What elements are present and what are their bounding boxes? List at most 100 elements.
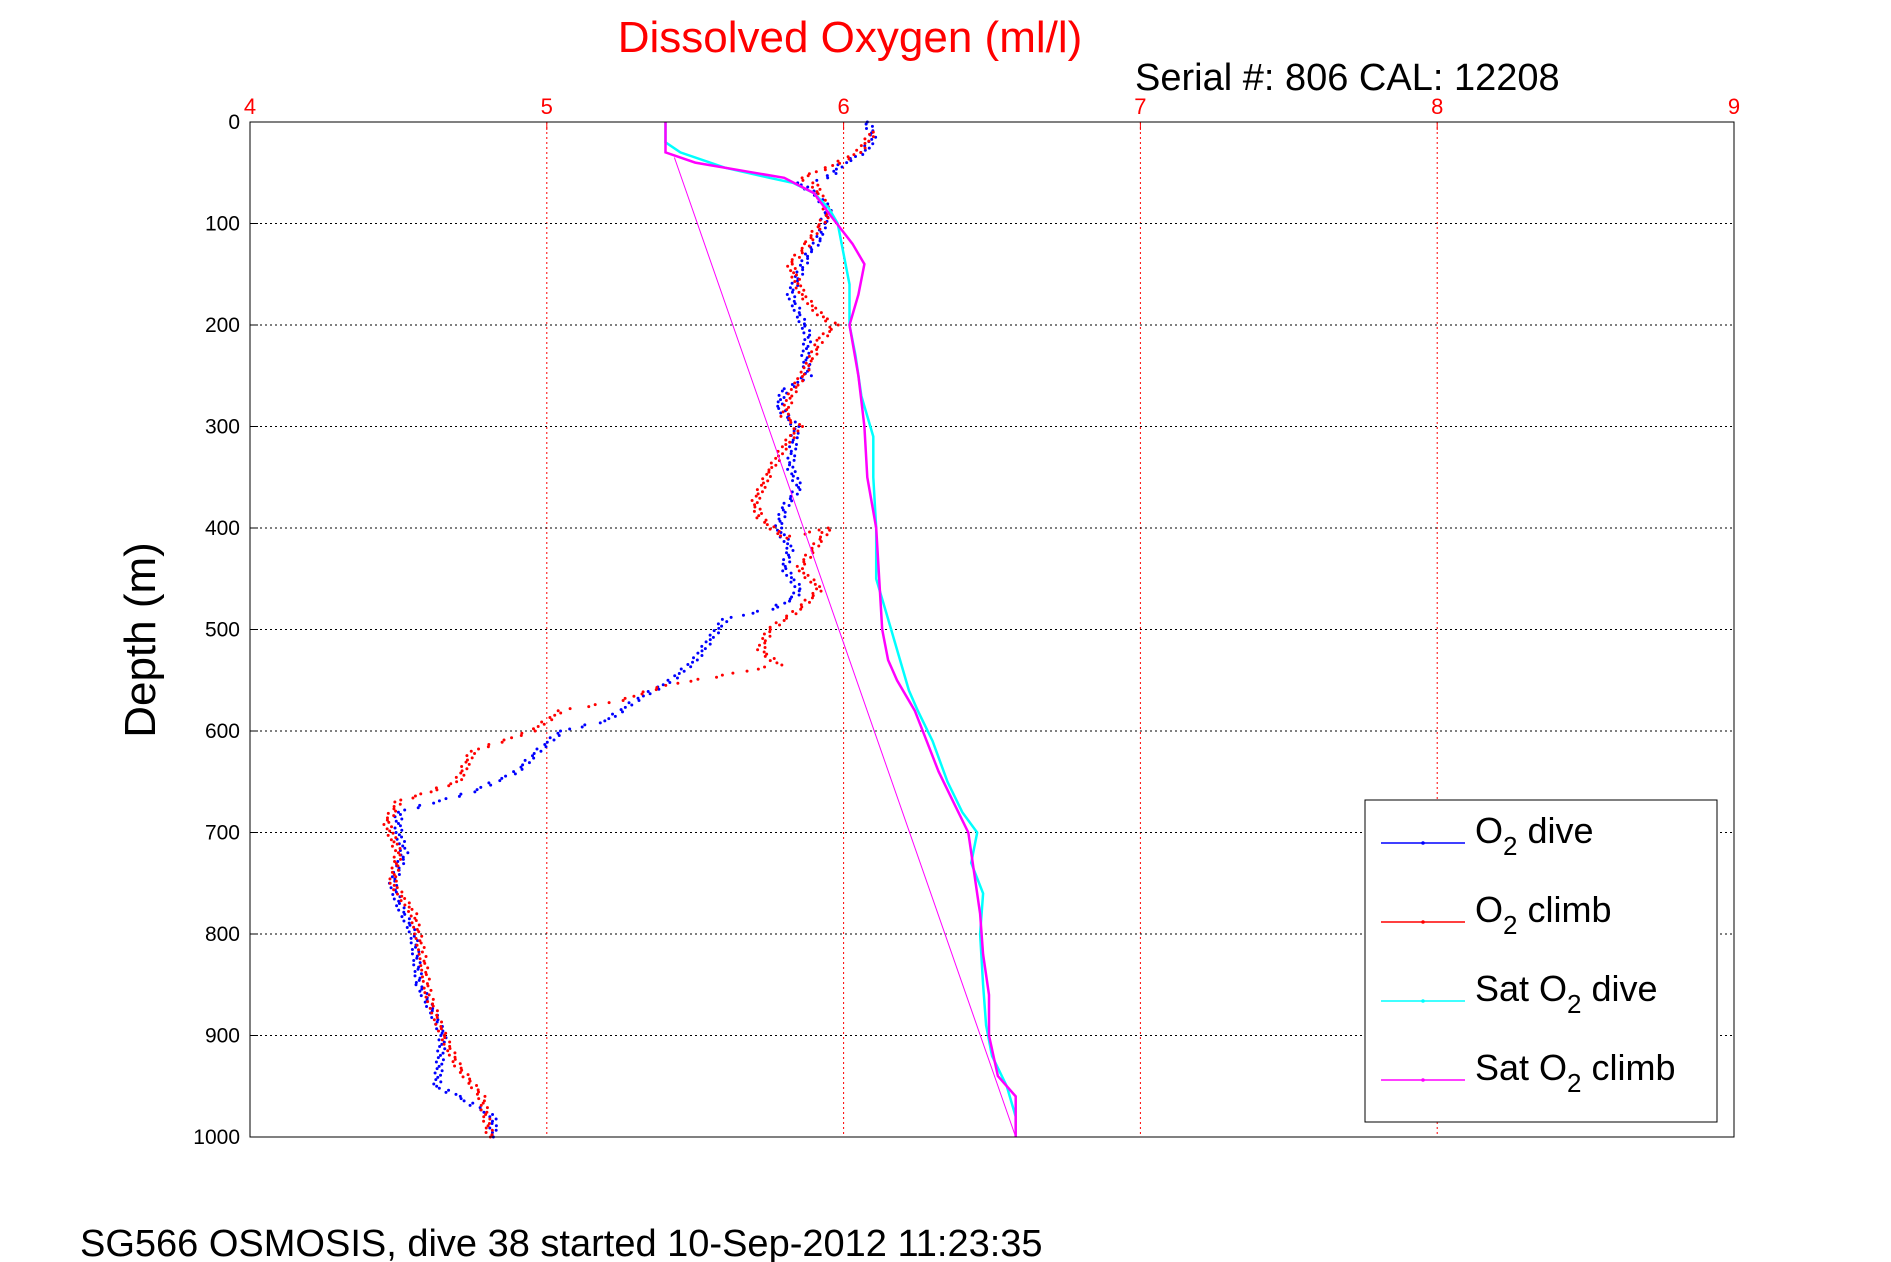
data-point <box>757 643 761 647</box>
legend-item: Sat O2 dive <box>1381 968 1658 1019</box>
data-point <box>787 555 791 559</box>
data-point <box>668 681 672 685</box>
data-point <box>781 410 785 414</box>
data-point <box>550 718 554 722</box>
data-point <box>453 1064 457 1068</box>
series-line <box>664 122 1017 1137</box>
data-point <box>459 792 463 796</box>
data-point <box>488 1126 492 1130</box>
data-point <box>804 347 808 351</box>
data-point <box>454 775 458 779</box>
data-point <box>774 463 778 467</box>
data-point <box>400 828 404 832</box>
data-point <box>833 321 837 325</box>
data-point <box>780 445 784 449</box>
data-point <box>500 740 504 744</box>
data-point <box>803 252 807 256</box>
data-point <box>791 609 795 613</box>
data-point <box>513 772 517 776</box>
data-point <box>696 677 700 681</box>
data-point <box>479 785 483 789</box>
data-point <box>648 692 652 696</box>
data-point <box>806 335 810 339</box>
data-point <box>520 731 524 735</box>
data-point <box>792 591 796 595</box>
data-point <box>788 534 792 538</box>
data-point <box>700 644 704 648</box>
data-point <box>815 235 819 239</box>
data-point <box>447 1053 451 1057</box>
data-point <box>446 1049 450 1053</box>
data-point <box>795 315 799 319</box>
data-point <box>818 535 822 539</box>
data-point <box>459 1097 463 1101</box>
data-point <box>603 719 607 723</box>
data-point <box>780 506 784 510</box>
data-point <box>408 923 412 927</box>
data-point <box>587 705 591 709</box>
data-point <box>407 901 411 905</box>
data-point <box>800 326 804 330</box>
data-point <box>792 271 796 275</box>
data-point <box>788 461 792 465</box>
data-point <box>867 139 871 143</box>
data-point <box>494 1128 498 1132</box>
data-point <box>818 239 822 243</box>
data-point <box>489 783 493 787</box>
data-point <box>870 137 874 141</box>
data-point <box>800 353 804 357</box>
data-point <box>448 1047 452 1051</box>
data-point <box>798 488 802 492</box>
data-point <box>800 249 804 253</box>
data-point <box>451 1060 455 1064</box>
data-point <box>782 558 786 562</box>
data-point <box>801 265 805 269</box>
data-point <box>436 1075 440 1079</box>
data-point <box>458 1070 462 1074</box>
data-point <box>755 501 759 505</box>
data-point <box>763 485 767 489</box>
data-point <box>789 571 793 575</box>
data-point <box>788 434 792 438</box>
data-point <box>834 171 838 175</box>
data-point <box>397 833 401 837</box>
data-point <box>787 297 791 301</box>
data-point <box>429 790 433 794</box>
data-point <box>449 782 453 786</box>
legend-label: O2 dive <box>1475 810 1594 861</box>
data-point <box>410 907 414 911</box>
data-point <box>807 351 811 355</box>
data-point <box>419 792 423 796</box>
data-point <box>413 974 417 978</box>
data-point <box>786 264 790 268</box>
data-point <box>535 747 539 751</box>
data-point <box>796 380 800 384</box>
data-point <box>798 277 802 281</box>
data-point <box>809 555 813 559</box>
data-point <box>682 669 686 673</box>
data-point <box>765 472 769 476</box>
data-point <box>806 573 810 577</box>
data-point <box>801 272 805 276</box>
data-point <box>399 798 403 802</box>
data-point <box>791 288 795 292</box>
data-point <box>763 654 767 658</box>
data-point <box>473 790 477 794</box>
data-point <box>428 1006 432 1010</box>
data-point <box>414 937 418 941</box>
data-point <box>765 523 769 527</box>
legend-item: O2 dive <box>1381 810 1594 861</box>
data-point <box>413 928 417 932</box>
data-point <box>816 192 820 196</box>
data-point <box>794 447 798 451</box>
data-point <box>390 844 394 848</box>
data-point <box>806 256 810 260</box>
data-point <box>787 405 791 409</box>
data-point <box>423 961 427 965</box>
data-point <box>776 605 780 609</box>
data-point <box>453 1057 457 1061</box>
y-tick-label: 1000 <box>193 1126 240 1149</box>
data-point <box>786 542 790 546</box>
y-tick-label: 0 <box>228 111 240 134</box>
